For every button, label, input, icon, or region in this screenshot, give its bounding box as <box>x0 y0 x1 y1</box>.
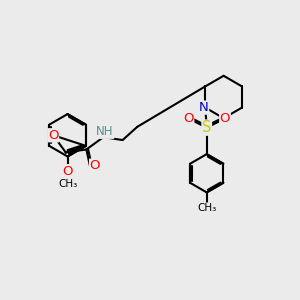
Text: N: N <box>199 101 209 114</box>
Text: NH: NH <box>96 125 114 138</box>
Text: O: O <box>220 112 230 125</box>
Text: CH₃: CH₃ <box>58 178 77 189</box>
Text: CH₃: CH₃ <box>197 203 216 213</box>
Text: S: S <box>202 120 211 135</box>
Text: O: O <box>183 112 194 125</box>
Text: O: O <box>48 129 58 142</box>
Text: O: O <box>90 159 100 172</box>
Text: O: O <box>62 165 73 178</box>
